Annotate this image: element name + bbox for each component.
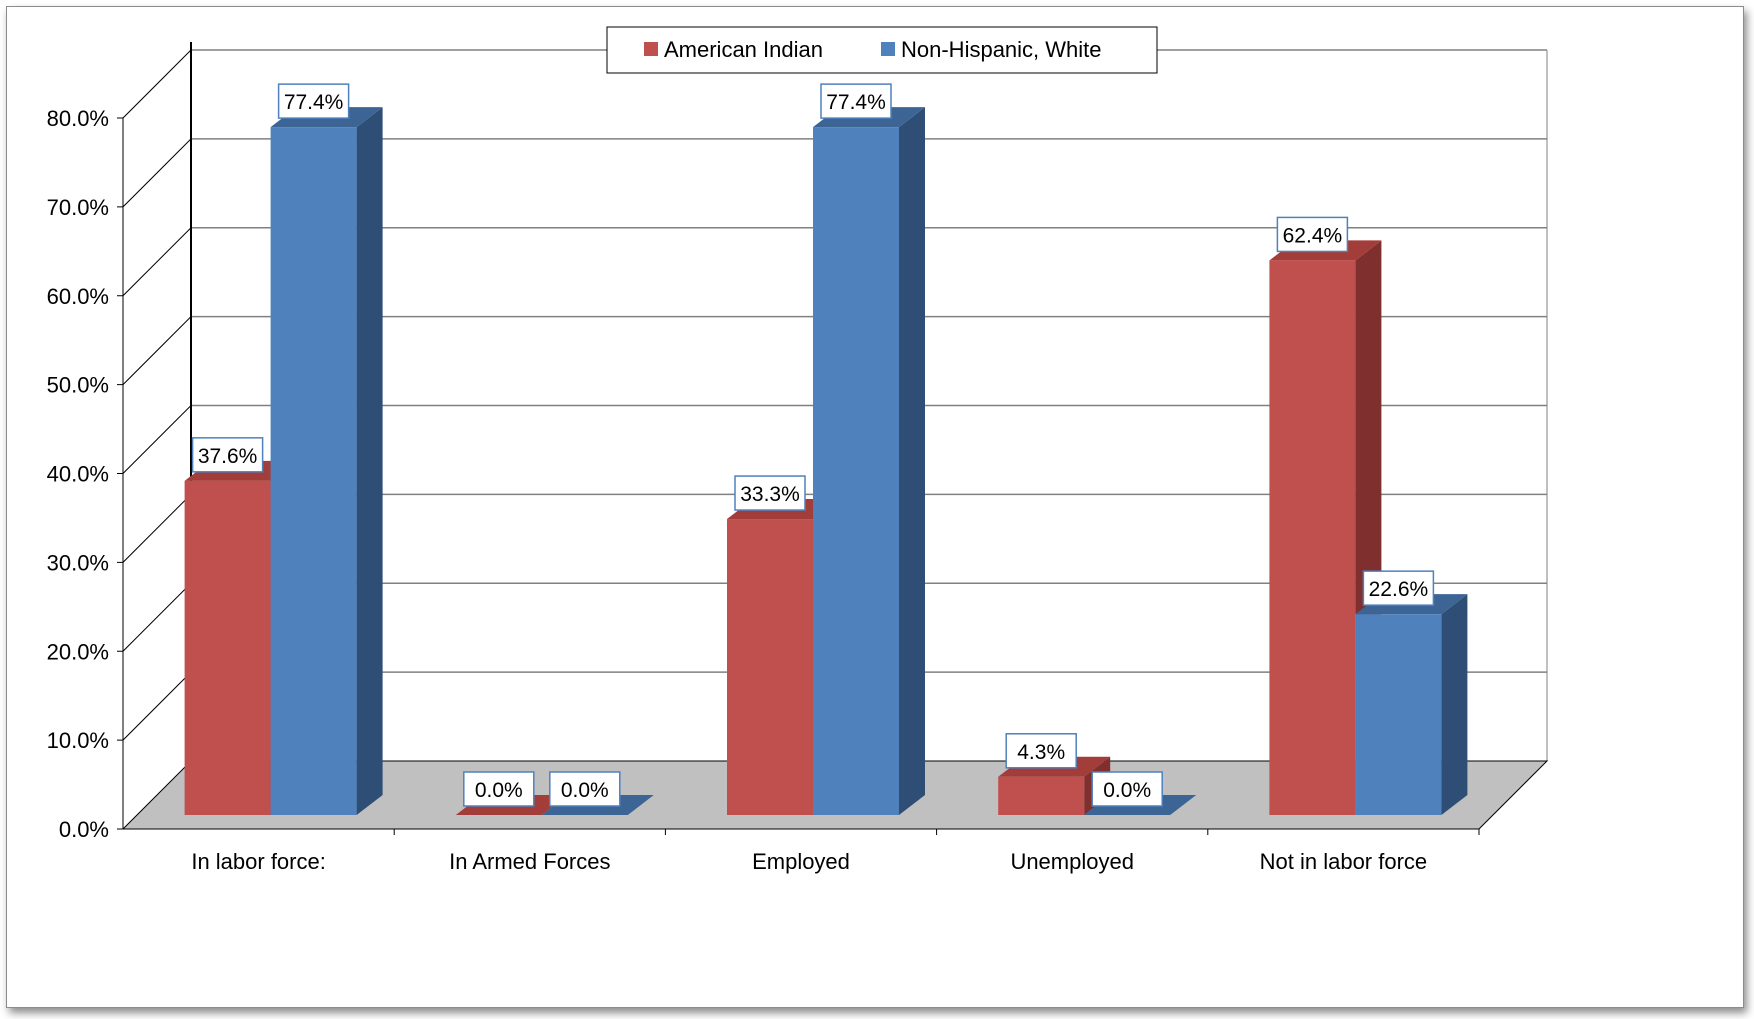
bar-side-face (1441, 594, 1468, 815)
data-label-box (549, 771, 621, 807)
y-tick-label: 40.0% (47, 462, 109, 487)
bar-front-face (998, 776, 1085, 815)
data-label-text: 77.4% (284, 91, 344, 114)
legend-swatch-american-indian (644, 42, 658, 56)
data-label-text: 4.3% (1017, 741, 1065, 764)
y-tick-label: 70.0% (47, 195, 109, 220)
data-label-text: 77.4% (826, 91, 886, 114)
chart-area: 0.0% 10.0% 20.0% 30.0% 40.0% 50.0% 60.0% 70.0% 8… (6, 6, 1744, 1008)
data-label: 0.0% (549, 771, 621, 807)
x-axis-categories: In labor force: In Armed Forces Employed Un… (191, 829, 1480, 874)
data-label-box (277, 83, 350, 119)
bar-front-face (1355, 614, 1442, 815)
bar-front-face (1269, 260, 1356, 815)
x-category-label: Employed (752, 849, 850, 874)
chart-svg: 0.0% 10.0% 20.0% 30.0% 40.0% 50.0% 60.0% 70.0% 8… (47, 26, 1549, 874)
bars (184, 107, 1468, 816)
legend-swatch-non-hispanic-white (881, 42, 895, 56)
data-label-text: 22.6% (1369, 578, 1429, 601)
data-label-box (1005, 733, 1077, 769)
data-label: 33.3% (734, 475, 806, 511)
data-label-text: 62.4% (1283, 224, 1343, 247)
bar-front-face (184, 480, 271, 815)
gridline-diagonal (122, 316, 192, 385)
data-label-box (1362, 570, 1435, 606)
legend: American Indian Non-Hispanic, White (606, 26, 1158, 74)
data-label: 22.6% (1362, 570, 1435, 606)
gridline-diagonal (122, 138, 192, 208)
data-label: 77.4% (820, 83, 892, 119)
legend-label-non-hispanic-white: Non-Hispanic, White (901, 37, 1102, 62)
data-label-box (1276, 216, 1349, 253)
bar (813, 107, 925, 816)
data-label-text: 0.0% (475, 779, 523, 802)
bar (1269, 240, 1382, 816)
x-category-label: In Armed Forces (449, 849, 610, 874)
data-label-box (820, 83, 892, 119)
data-label: 0.0% (463, 771, 535, 807)
gridline-diagonal (122, 671, 192, 741)
y-tick-label: 0.0% (59, 817, 109, 842)
gridline-diagonal (122, 227, 192, 297)
x-category-label: In labor force: (191, 849, 326, 874)
gridline-diagonal (122, 494, 192, 563)
data-labels: 37.6% 77.4% 0.0% 0.0% 33.3% 77.4% 4.3% 0.0% 62.4… (191, 83, 1435, 807)
bar-front-face (727, 519, 813, 815)
y-tick-label: 80.0% (47, 106, 109, 131)
y-tick-label: 10.0% (47, 728, 109, 753)
bar-side-face (899, 107, 925, 816)
data-label-text: 0.0% (1103, 779, 1151, 802)
data-label-text: 37.6% (198, 445, 258, 468)
data-label-box (734, 475, 806, 511)
y-tick-label: 20.0% (47, 639, 109, 664)
bar-front-face (813, 127, 899, 816)
y-tick-label: 60.0% (47, 284, 109, 309)
bar-side-face (356, 107, 383, 816)
data-label-box (191, 437, 264, 473)
y-axis-ticks: 0.0% 10.0% 20.0% 30.0% 40.0% 50.0% 60.0% 70.0% 8… (47, 106, 123, 842)
data-label-text: 0.0% (561, 779, 609, 802)
data-label: 37.6% (191, 437, 264, 473)
gridline-diagonal (122, 405, 192, 474)
y-tick-label: 30.0% (47, 550, 109, 575)
data-label: 0.0% (1091, 771, 1163, 807)
x-category-label: Not in labor force (1260, 849, 1428, 874)
gridline-diagonal (122, 49, 192, 119)
data-label: 4.3% (1005, 733, 1077, 769)
y-tick-label: 50.0% (47, 373, 109, 398)
gridline-diagonal (122, 582, 192, 652)
bar (1355, 594, 1468, 815)
data-label: 77.4% (277, 83, 350, 119)
data-label-box (1091, 771, 1163, 807)
bar (270, 107, 383, 816)
bar-front-face (270, 127, 357, 816)
data-label: 62.4% (1276, 216, 1349, 253)
x-category-label: Unemployed (1010, 849, 1134, 874)
legend-label-american-indian: American Indian (664, 37, 823, 62)
data-label-text: 33.3% (740, 483, 800, 506)
data-label-box (463, 771, 535, 807)
